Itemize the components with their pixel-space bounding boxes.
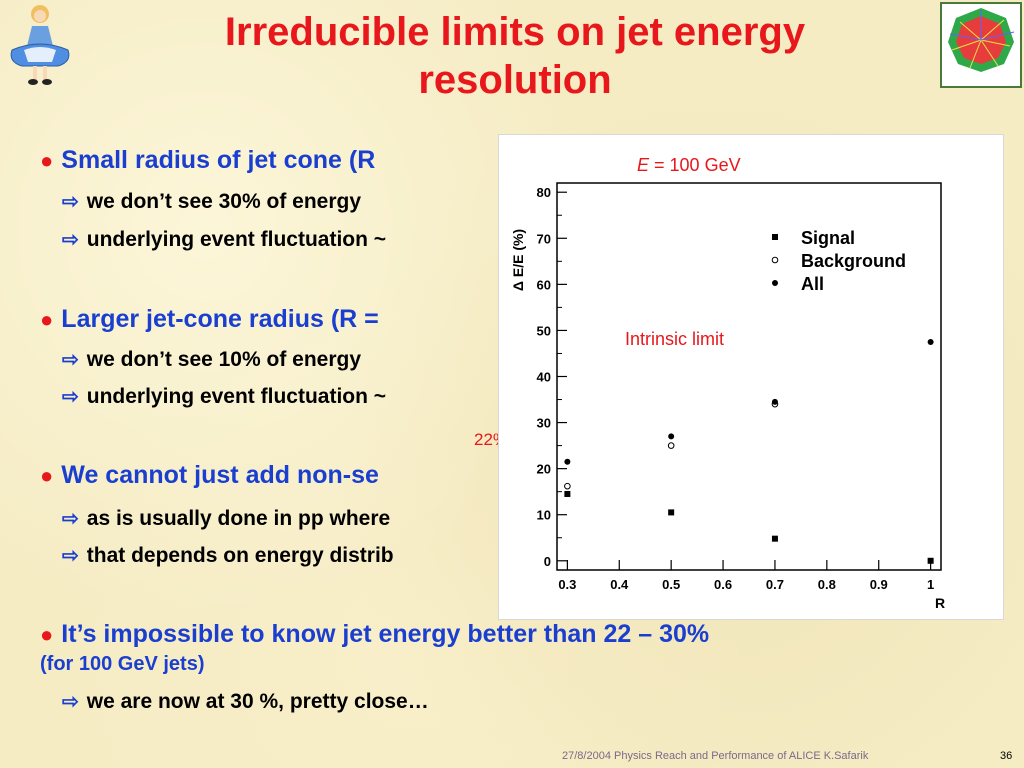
legend-marker-all [772,280,778,286]
y-tick-label: 10 [537,508,551,523]
arrow-icon: ⇨ [62,229,79,251]
arrow-icon: ⇨ [62,386,79,408]
arrow-icon: ⇨ [62,545,79,567]
bullet-small-radius: ● Small radius of jet cone (R [40,146,376,174]
legend-label: Background [801,251,906,271]
x-tick-label: 0.8 [818,577,836,592]
sub-item: ⇨ we don’t see 10% of energy [62,348,362,371]
resolution-plot-panel: E = 100 GeV Intrinsic limit Δ E/E (%) R … [498,134,1004,620]
footer-text: 27/8/2004 Physics Reach and Performance … [562,750,869,762]
slide-title: Irreducible limits on jet energy resolut… [110,8,920,104]
y-tick-label: 80 [537,185,551,200]
alice-detector-logo [940,2,1022,88]
legend-label: Signal [801,228,855,248]
x-tick-label: 0.5 [662,577,680,592]
resolution-plot: E = 100 GeV Intrinsic limit Δ E/E (%) R … [510,155,945,611]
legend-marker-signal [772,234,778,240]
bullet-impossible: ● It’s impossible to know jet energy bett… [40,620,710,648]
sub-item: ⇨ as is usually done in pp where [62,507,391,530]
background-point [564,482,571,490]
intrinsic-limit-annotation: Intrinsic limit [625,329,724,349]
y-tick-label: 60 [537,277,551,292]
y-tick-label: 20 [537,462,551,477]
bullet-larger-radius: ● Larger jet-cone radius (R = [40,305,379,333]
legend-marker-background [771,256,779,264]
x-tick-label: 0.9 [870,577,888,592]
sub-item: ⇨ we are now at 30 %, pretty close… [62,690,429,713]
x-tick-label: 0.3 [558,577,576,592]
y-tick-label: 30 [537,416,551,431]
arrow-icon: ⇨ [62,691,79,713]
legend-label: All [801,274,824,294]
y-tick-label: 0 [544,554,551,569]
bullet-dot-icon: ● [40,307,54,332]
x-tick-label: 1 [927,577,934,592]
all-point [564,458,571,465]
sub-item: ⇨ we don’t see 30% of energy [62,190,362,213]
y-tick-label: 70 [537,231,551,246]
x-tick-label: 0.4 [610,577,629,592]
title-line-1: Irreducible limits on jet energy [224,10,806,54]
alice-figure-logo [10,5,70,85]
all-point [927,338,934,345]
arrow-icon: ⇨ [62,191,79,213]
sub-item: ⇨ that depends on energy distrib [62,544,394,567]
all-point [668,433,675,440]
x-tick-label: 0.7 [766,577,784,592]
arrow-icon: ⇨ [62,349,79,371]
signal-point [927,557,934,564]
bullet-non-separable: ● We cannot just add non-se [40,461,379,489]
note-100gev-jets: (for 100 GeV jets) [40,653,205,675]
y-tick-label: 40 [537,370,551,385]
signal-point [668,509,675,516]
signal-point [771,535,778,542]
plot-frame [556,182,942,571]
signal-point [564,490,571,497]
x-axis-label: R [935,595,945,611]
title-line-2: resolution [418,58,612,102]
bullet-dot-icon: ● [40,622,54,647]
page-number: 36 [1000,750,1013,762]
arrow-icon: ⇨ [62,508,79,530]
energy-label-rest: = 100 GeV [649,155,741,175]
bullet-dot-icon: ● [40,148,54,173]
y-tick-label: 50 [537,323,551,338]
sub-item: ⇨ underlying event fluctuation ~ [62,228,387,251]
bullet-dot-icon: ● [40,463,54,488]
y-axis-label: Δ E/E (%) [510,229,526,291]
all-point [771,398,778,405]
energy-label-var: E [637,155,650,175]
background-point [667,442,675,449]
x-tick-label: 0.6 [714,577,732,592]
sub-item: ⇨ underlying event fluctuation ~ [62,385,387,408]
energy-label: E = 100 GeV [637,155,741,175]
